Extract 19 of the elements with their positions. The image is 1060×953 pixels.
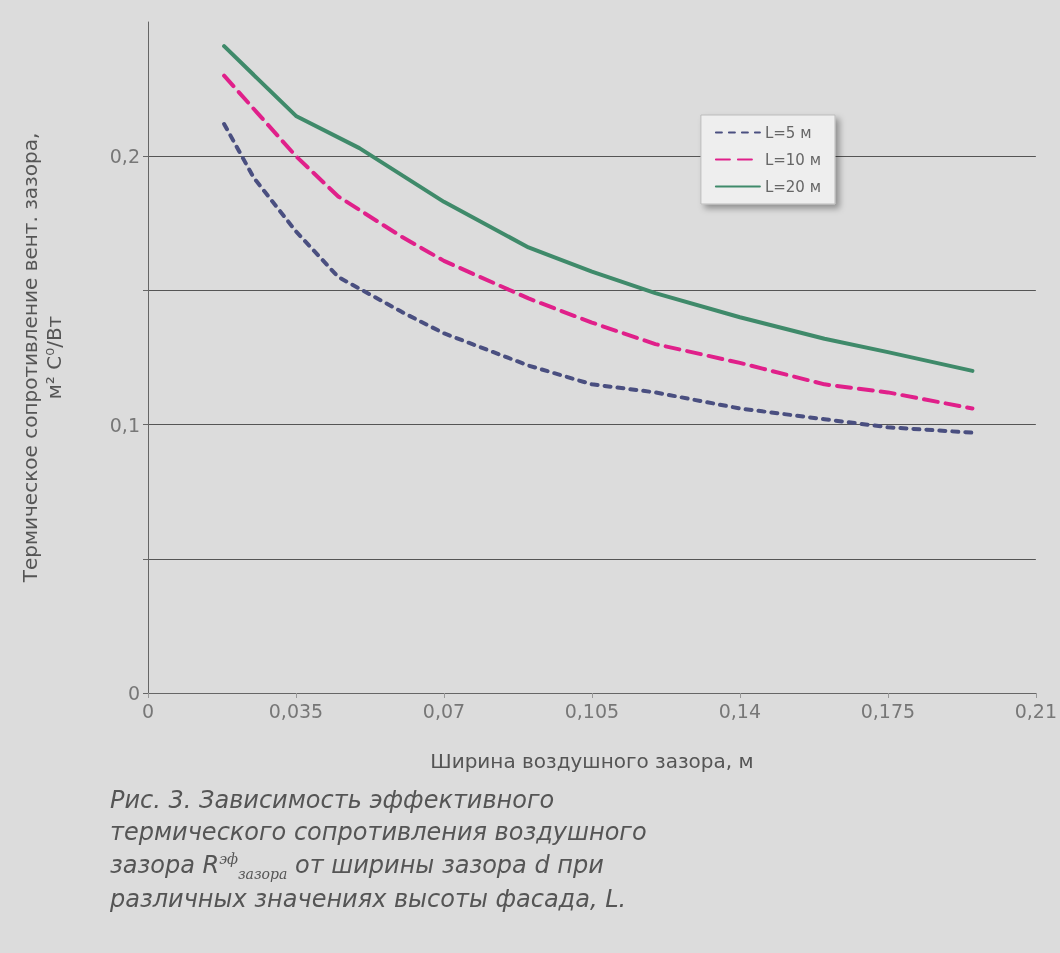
x-tick-label: 0,07 (422, 699, 466, 722)
x-tick-label: 0,14 (718, 699, 762, 722)
x-tick-label: 0,105 (564, 699, 620, 722)
x-tick-label: 0 (141, 699, 155, 722)
y-tick-label: 0,1 (109, 413, 140, 436)
legend-label: L=5 м (764, 123, 812, 142)
y-axis-title: Термическое сопротивление вент. зазора, м² С⁰/Вт (18, 132, 66, 584)
y-tick-label: 0 (127, 682, 140, 704)
x-axis-title: Ширина воздушного зазора, м (430, 749, 754, 773)
line-series (222, 121, 975, 435)
legend-label: L=20 м (764, 177, 822, 196)
x-tick-label: 0,035 (268, 699, 324, 722)
line-series (222, 73, 975, 411)
x-tick-label: 0,21 (1014, 699, 1057, 722)
y-tick-label: 0,2 (109, 145, 140, 168)
legend-label: L=10 м (764, 150, 822, 169)
x-tick-label: 0,175 (860, 699, 916, 722)
text: Рис. 3. Зависимость эффективного термического сопротивления воздушного зазора R$^{эф}$$_{зазора}$ от ширины зазора d при различных значениях высоты фасада, L. (110, 785, 648, 916)
line-series (222, 44, 975, 373)
